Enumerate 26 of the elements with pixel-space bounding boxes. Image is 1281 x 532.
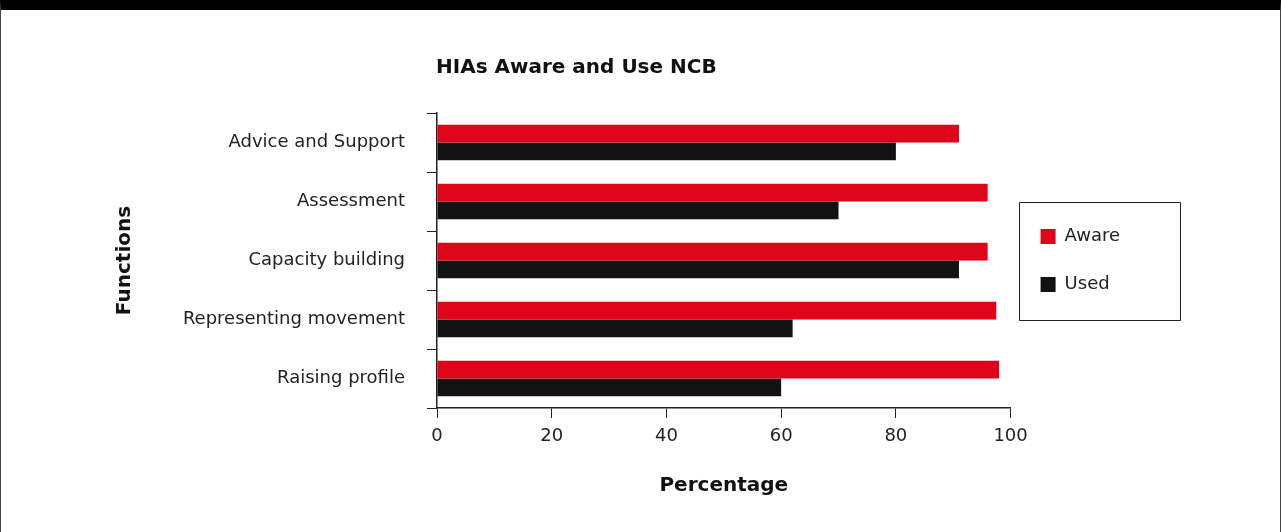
y-tick-label: Assessment (297, 189, 405, 211)
bar (437, 360, 1000, 379)
y-tick-label: Representing movement (182, 307, 405, 329)
legend-label: Used (1064, 272, 1110, 294)
y-tick-label: Advice and Support (228, 130, 405, 152)
x-tick-label: 80 (884, 424, 908, 446)
y-tick-label: Raising profile (277, 366, 405, 388)
bar (437, 378, 782, 397)
chart-title: HIAs Aware and Use NCB (436, 54, 717, 78)
x-tick-label: 40 (654, 424, 678, 446)
bar (437, 260, 959, 279)
legend-label: Aware (1064, 224, 1121, 246)
bar (437, 124, 959, 143)
x-tick-label: 0 (431, 424, 443, 446)
x-tick-label: 100 (993, 424, 1028, 446)
y-tick-label: Capacity building (248, 248, 405, 270)
bar (437, 183, 988, 202)
x-tick-label: 20 (540, 424, 564, 446)
bar (437, 319, 793, 338)
bar (437, 301, 997, 320)
y-axis-title: Functions (111, 205, 136, 316)
bar (437, 201, 839, 220)
x-axis-title: Percentage (659, 472, 789, 497)
bar (437, 142, 896, 161)
bar (437, 242, 988, 261)
x-tick-label: 60 (769, 424, 793, 446)
